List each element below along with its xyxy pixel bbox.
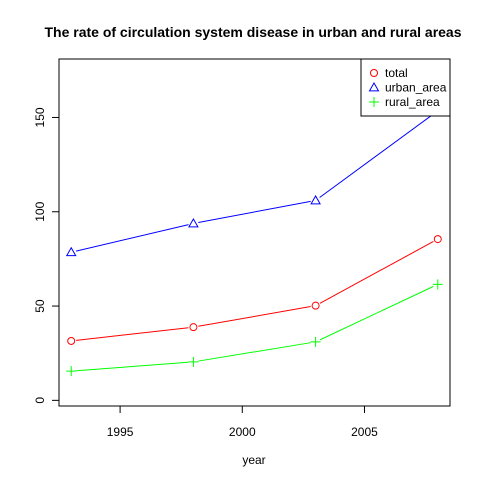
data-point bbox=[65, 246, 77, 257]
y-tick-label: 50 bbox=[33, 299, 47, 313]
series-total bbox=[67, 235, 442, 345]
legend-label-urban_area: urban_area bbox=[385, 81, 447, 95]
y-tick-label: 0 bbox=[33, 397, 47, 404]
legend-box bbox=[360, 58, 451, 117]
data-point bbox=[310, 336, 321, 347]
legend-marker-total bbox=[370, 69, 378, 77]
x-tick-label: 1995 bbox=[107, 425, 134, 439]
legend-marker-urban_area bbox=[368, 81, 380, 92]
legend-label-total: total bbox=[385, 66, 408, 80]
series-urban_area bbox=[65, 105, 444, 257]
data-point bbox=[188, 356, 199, 367]
series-segment bbox=[76, 361, 189, 372]
data-point bbox=[188, 217, 199, 228]
data-point bbox=[310, 194, 321, 205]
legend-label-rural_area: rural_area bbox=[385, 95, 440, 109]
data-point bbox=[66, 366, 77, 377]
chart-title: The rate of circulation system disease i… bbox=[44, 24, 461, 40]
series-segment bbox=[76, 327, 189, 341]
y-tick-label: 150 bbox=[33, 107, 47, 127]
x-tick-label: 2000 bbox=[229, 425, 256, 439]
series-segment bbox=[75, 224, 189, 252]
series-segment bbox=[319, 241, 434, 304]
series-segment bbox=[319, 286, 434, 341]
y-tick-label: 100 bbox=[33, 201, 47, 221]
series-segment bbox=[198, 306, 311, 327]
legend-marker-rural_area bbox=[369, 97, 379, 107]
x-axis-label: year bbox=[242, 453, 265, 467]
series-layer bbox=[65, 105, 444, 377]
data-point bbox=[189, 323, 198, 332]
series-segment bbox=[198, 200, 311, 224]
series-rural_area bbox=[66, 279, 443, 377]
series-segment bbox=[198, 342, 311, 362]
x-axis: 1995 2000 2005 bbox=[107, 405, 378, 439]
data-point bbox=[311, 301, 320, 310]
series-segment bbox=[319, 113, 435, 198]
x-tick-label: 2005 bbox=[351, 425, 378, 439]
data-point bbox=[433, 235, 442, 244]
data-point bbox=[432, 279, 443, 290]
data-point bbox=[67, 336, 76, 345]
y-axis: 0 50 100 150 bbox=[33, 107, 60, 404]
